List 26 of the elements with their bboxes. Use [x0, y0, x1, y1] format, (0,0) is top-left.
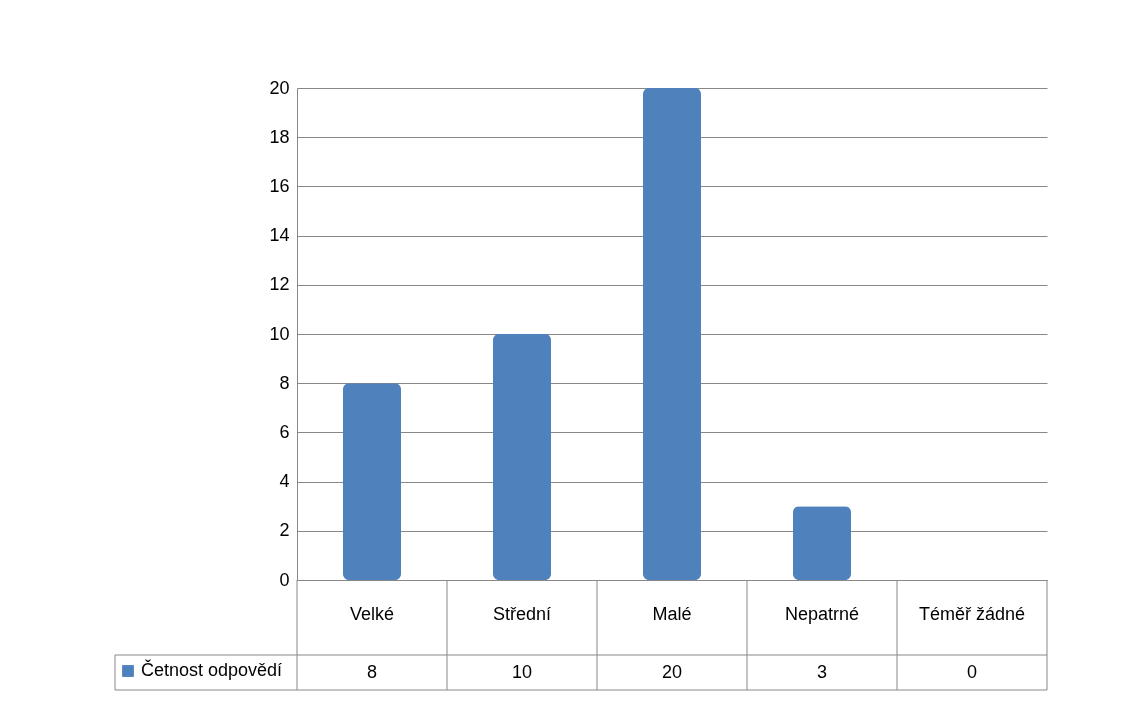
data-label: 10	[511, 662, 533, 682]
x-tick-label: Malé	[652, 603, 692, 624]
y-tick-label: 6	[279, 421, 290, 442]
y-tick-label: 8	[279, 372, 290, 393]
legend-label: Četnost odpovědí	[141, 659, 283, 680]
y-tick-label: 20	[269, 77, 290, 98]
data-label: 8	[366, 662, 378, 682]
x-tick-label: Střední	[492, 603, 552, 624]
x-tick-label: Velké	[349, 603, 395, 624]
y-tick-label: 16	[269, 175, 290, 196]
bar	[643, 88, 701, 580]
data-label: 3	[816, 662, 828, 682]
x-tick-label: Téměř žádné	[918, 603, 1026, 624]
y-tick-label: 12	[269, 274, 290, 295]
bar	[793, 506, 851, 580]
y-tick-label: 4	[279, 471, 290, 492]
y-tick-label: 0	[279, 569, 290, 590]
y-tick-label: 14	[269, 225, 290, 246]
bar	[493, 334, 551, 580]
y-tick-label: 2	[279, 520, 290, 541]
y-tick-label: 18	[269, 126, 290, 147]
y-tick-label: 10	[269, 323, 290, 344]
bar	[343, 383, 401, 580]
data-label: 20	[661, 662, 683, 682]
x-tick-label: Nepatrné	[784, 603, 860, 624]
data-label: 0	[966, 662, 978, 682]
